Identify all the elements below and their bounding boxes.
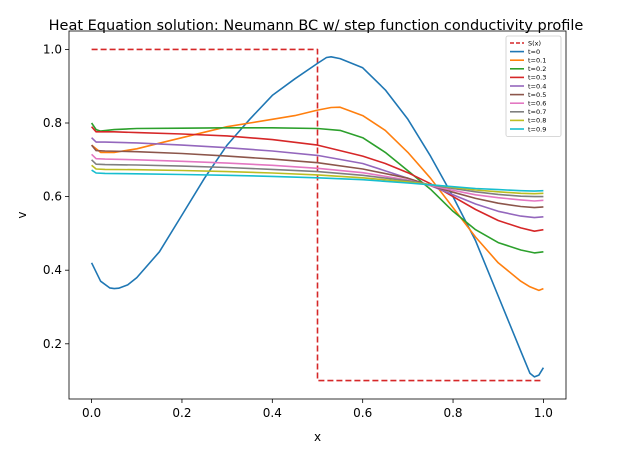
x-tick-label: 0.4 (263, 406, 282, 420)
series-line-t-0-8 (91, 164, 544, 195)
chart-title: Heat Equation solution: Neumann BC w/ st… (49, 18, 584, 34)
x-tick-label: 1.0 (534, 406, 553, 420)
legend-label-t-0-3: t=0.3 (528, 74, 546, 82)
legend-label-s-x-: S(x) (528, 39, 541, 47)
x-tick-label: 0.0 (82, 406, 101, 420)
legend: S(x)t=0t=0.1t=0.2t=0.3t=0.4t=0.5t=0.6t=0… (505, 35, 562, 137)
axes-frame (68, 30, 567, 400)
x-axis-label: x (314, 430, 321, 444)
x-tick-label: 0.6 (353, 406, 372, 420)
legend-label-t-0: t=0 (528, 48, 540, 56)
legend-label-t-0-7: t=0.7 (528, 108, 546, 116)
series-line-s-x- (91, 48, 544, 382)
series-line-t-0 (90, 55, 545, 378)
x-axis: 0.0 0.2 0.4 0.6 0.8 1.0 (82, 399, 553, 420)
y-tick-label: 0.2 (43, 337, 62, 351)
legend-label-t-0-6: t=0.6 (528, 100, 546, 108)
series-line-t-0-4 (91, 137, 544, 219)
legend-label-t-0-8: t=0.8 (528, 117, 546, 125)
x-tick-label: 0.2 (172, 406, 191, 420)
legend-label-t-0-4: t=0.4 (528, 82, 546, 90)
series-line-t-0-7 (91, 159, 544, 198)
series-line-t-0-3 (91, 126, 544, 232)
legend-label-t-0-5: t=0.5 (528, 91, 546, 99)
legend-label-t-0-9: t=0.9 (528, 125, 546, 133)
series-line-t-0-9 (91, 169, 544, 192)
y-tick-label: 1.0 (43, 42, 62, 56)
legend-label-t-0-2: t=0.2 (528, 65, 546, 73)
y-tick-label: 0.4 (43, 263, 62, 277)
y-tick-label: 0.6 (43, 190, 62, 204)
legend-label-t-0-1: t=0.1 (528, 57, 546, 65)
y-axis: 0.2 0.4 0.6 0.8 1.0 (43, 42, 69, 351)
series-line-t-0-2 (90, 122, 544, 254)
series-line-t-0-6 (91, 153, 544, 202)
y-axis-label: v (15, 211, 29, 218)
series-line-t-0-5 (90, 144, 544, 209)
x-tick-label: 0.8 (443, 406, 462, 420)
y-tick-label: 0.8 (43, 116, 62, 130)
